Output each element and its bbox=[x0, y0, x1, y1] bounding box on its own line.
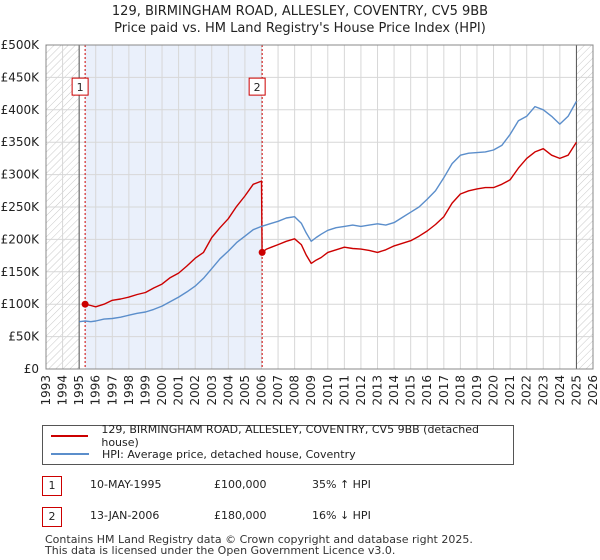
chart-title: 129, BIRMINGHAM ROAD, ALLESLEY, COVENTRY… bbox=[111, 4, 489, 19]
y-tick-label: £150K bbox=[1, 265, 41, 279]
sale-point bbox=[81, 300, 89, 308]
y-tick-label: £300K bbox=[1, 168, 41, 182]
legend-swatch-property bbox=[51, 435, 89, 437]
x-tick-label: 1999 bbox=[138, 375, 152, 406]
series-line-hpi bbox=[79, 101, 578, 323]
sale-point bbox=[258, 248, 266, 256]
x-tick-label: 1997 bbox=[105, 375, 119, 406]
x-tick-label: 2015 bbox=[404, 375, 418, 406]
annotation-box-1: 1 bbox=[71, 77, 89, 96]
x-tick-label: 2016 bbox=[420, 375, 434, 406]
x-tick-label: 1998 bbox=[122, 375, 136, 406]
x-tick-label: 1995 bbox=[72, 375, 86, 406]
x-tick-label: 2023 bbox=[536, 375, 550, 406]
y-tick-label: £350K bbox=[1, 135, 41, 149]
annotation-box-rect bbox=[248, 77, 266, 96]
sale-date: 13-JAN-2006 bbox=[90, 509, 160, 522]
x-tick-label: 1994 bbox=[56, 375, 70, 406]
x-tick-label: 2005 bbox=[238, 375, 252, 406]
legend-swatch-hpi bbox=[51, 453, 89, 455]
x-tick-label: 2001 bbox=[172, 375, 186, 406]
x-tick-label: 2017 bbox=[437, 375, 451, 406]
x-tick-label: 1993 bbox=[39, 375, 53, 406]
x-tick-label: 2012 bbox=[354, 375, 368, 406]
x-tick-label: 2007 bbox=[271, 375, 285, 406]
x-tick-label: 2021 bbox=[503, 375, 517, 406]
y-tick-label: £500K bbox=[1, 38, 41, 52]
x-tick-label: 2024 bbox=[553, 375, 567, 406]
x-tick-label: 2014 bbox=[387, 375, 401, 406]
x-tick-label: 2011 bbox=[337, 375, 351, 406]
x-tick-label: 2013 bbox=[371, 375, 385, 406]
legend-item-hpi: HPI: Average price, detached house, Cove… bbox=[51, 446, 356, 462]
legend: 129, BIRMINGHAM ROAD, ALLESLEY, COVENTRY… bbox=[42, 423, 514, 465]
annotation-box-2: 2 bbox=[248, 77, 266, 96]
sale-price: £180,000 bbox=[214, 509, 267, 522]
footer-copyright: Contains HM Land Registry data © Crown c… bbox=[45, 533, 473, 546]
x-tick-label: 2026 bbox=[586, 375, 600, 406]
x-tick-label: 2006 bbox=[254, 375, 268, 406]
sale-hpi-diff: 35% ↑ HPI bbox=[312, 478, 371, 491]
x-tick-label: 2019 bbox=[470, 375, 484, 406]
x-tick-label: 2020 bbox=[487, 375, 501, 406]
footer-licence: This data is licensed under the Open Gov… bbox=[45, 544, 396, 557]
annotation-box-label: 2 bbox=[254, 81, 261, 94]
y-tick-label: £200K bbox=[1, 232, 41, 246]
y-tick-label: £450K bbox=[1, 70, 41, 84]
sale-badge: 1 bbox=[42, 476, 62, 496]
price-chart: 1 2 £0 £50K £100K £150K £200K £250K £300K £350K £4… bbox=[1, 38, 600, 406]
x-tick-label: 2003 bbox=[205, 375, 219, 406]
sale-price: £100,000 bbox=[214, 478, 267, 491]
x-tick-label: 2025 bbox=[569, 375, 583, 406]
x-tick-label: 1996 bbox=[89, 375, 103, 406]
x-tick-label: 2010 bbox=[321, 375, 335, 406]
sale-date: 10-MAY-1995 bbox=[90, 478, 162, 491]
y-tick-label: £50K bbox=[8, 330, 40, 344]
legend-label-hpi: HPI: Average price, detached house, Cove… bbox=[102, 447, 356, 461]
y-tick-label: £250K bbox=[1, 200, 41, 214]
annotation-box-rect bbox=[71, 77, 89, 96]
sale-badge: 2 bbox=[42, 507, 62, 527]
annotation-box-label: 1 bbox=[77, 81, 84, 94]
sale-hpi-diff: 16% ↓ HPI bbox=[312, 509, 371, 522]
series-line-property bbox=[84, 141, 577, 308]
chart-subtitle: Price paid vs. HM Land Registry's House … bbox=[114, 21, 486, 36]
x-tick-label: 2009 bbox=[304, 375, 318, 406]
y-tick-label: £400K bbox=[1, 103, 41, 117]
plot-frame bbox=[45, 44, 594, 370]
legend-label-property: 129, BIRMINGHAM ROAD, ALLESLEY, COVENTRY… bbox=[101, 423, 480, 449]
x-tick-label: 2004 bbox=[221, 375, 235, 406]
x-tick-label: 2018 bbox=[453, 375, 467, 406]
y-tick-label: £100K bbox=[1, 297, 41, 311]
x-tick-label: 2002 bbox=[188, 375, 202, 406]
x-tick-label: 2008 bbox=[288, 375, 302, 406]
x-tick-label: 2022 bbox=[520, 375, 534, 406]
legend-item-property: 129, BIRMINGHAM ROAD, ALLESLEY, COVENTRY… bbox=[51, 423, 513, 449]
x-tick-label: 2000 bbox=[155, 375, 169, 406]
y-tick-label: £0 bbox=[24, 362, 39, 376]
